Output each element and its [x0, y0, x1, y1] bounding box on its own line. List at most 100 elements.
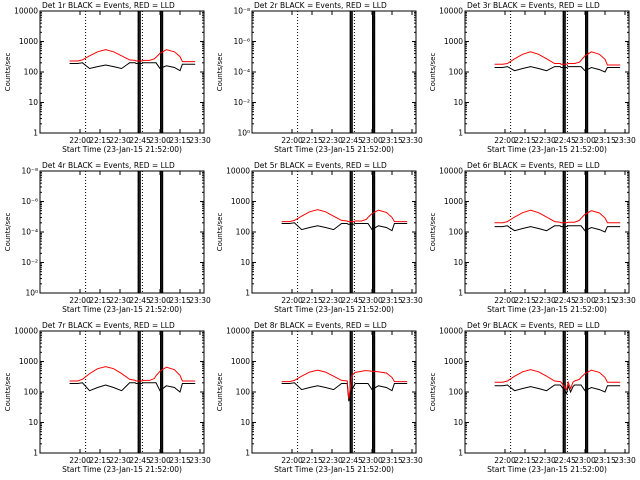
- y-tick-label: 10⁻⁸: [21, 167, 38, 176]
- y-tick-label: 100: [236, 388, 251, 397]
- panel-title: Det 3r BLACK = Events, RED = LLD: [467, 1, 600, 10]
- x-tick-label: 22:45: [554, 296, 576, 305]
- y-axis-label: Counts/sec: [429, 373, 437, 412]
- plot-frame: [39, 10, 205, 134]
- x-tick-label: 22:00: [69, 296, 91, 305]
- panel-title: Det 2r BLACK = Events, RED = LLD: [254, 1, 387, 10]
- y-axis-label: Counts/sec: [4, 213, 12, 252]
- y-tick-label: 1000: [444, 197, 463, 206]
- lld-series-line: [281, 209, 408, 223]
- x-tick-label: 22:15: [89, 296, 111, 305]
- x-tick-label: 23:30: [614, 136, 636, 145]
- y-tick-label: 1: [458, 289, 463, 298]
- x-tick-label: 23:15: [594, 296, 616, 305]
- y-tick-label: 1: [245, 449, 250, 458]
- x-tick-label: 23:30: [401, 296, 423, 305]
- detector-panel: Det 3r BLACK = Events, RED = LLD Counts/s…: [429, 1, 636, 154]
- y-tick-label: 100: [449, 68, 464, 77]
- y-tick-label: 100: [236, 228, 251, 237]
- y-axis-label: Counts/sec: [216, 213, 224, 252]
- x-tick-label: 22:30: [321, 136, 343, 145]
- y-tick-label: 100: [449, 228, 464, 237]
- y-tick-label: 100: [24, 388, 39, 397]
- x-tick-label: 22:30: [534, 456, 556, 465]
- x-tick-label: 22:15: [514, 136, 536, 145]
- x-tick-label: 23:00: [361, 296, 383, 305]
- y-tick-label: 10⁻⁶: [21, 197, 38, 206]
- plot-frame: [251, 170, 417, 294]
- y-tick-label: 1: [458, 449, 463, 458]
- y-tick-label: 1000: [231, 197, 250, 206]
- y-tick-label: 10000: [439, 7, 463, 16]
- x-axis-label: Start Time (23-Jan-15 21:52:00): [62, 145, 182, 154]
- x-tick-label: 22:15: [89, 456, 111, 465]
- x-tick-label: 22:45: [554, 456, 576, 465]
- y-tick-label: 100: [449, 388, 464, 397]
- x-tick-label: 23:15: [594, 456, 616, 465]
- x-tick-label: 23:30: [401, 136, 423, 145]
- x-tick-label: 23:15: [169, 296, 191, 305]
- y-tick-label: 10: [28, 418, 38, 427]
- x-tick-label: 22:15: [514, 296, 536, 305]
- x-tick-label: 22:30: [534, 296, 556, 305]
- x-tick-label: 23:30: [189, 296, 211, 305]
- detector-panel: Det 7r BLACK = Events, RED = LLD Counts/s…: [4, 321, 211, 474]
- y-tick-label: 1000: [444, 37, 463, 46]
- x-tick-label: 22:30: [321, 456, 343, 465]
- y-tick-label: 10: [240, 418, 250, 427]
- x-tick-label: 22:45: [129, 136, 151, 145]
- x-tick-label: 22:00: [494, 296, 516, 305]
- y-tick-label: 10⁻²: [21, 258, 38, 267]
- x-tick-label: 23:30: [614, 456, 636, 465]
- events-series-line: [494, 384, 621, 395]
- y-tick-label: 1000: [444, 357, 463, 366]
- plot-frame: [39, 170, 205, 294]
- x-tick-label: 23:00: [574, 456, 596, 465]
- y-tick-label: 1: [245, 289, 250, 298]
- y-tick-label: 1: [458, 129, 463, 138]
- x-tick-label: 22:15: [514, 456, 536, 465]
- y-tick-label: 10000: [439, 327, 463, 336]
- lld-series-line: [69, 366, 196, 382]
- x-tick-label: 23:00: [574, 296, 596, 305]
- x-tick-label: 22:45: [341, 136, 363, 145]
- x-tick-label: 23:15: [381, 456, 403, 465]
- panel-title: Det 4r BLACK = Events, RED = LLD: [42, 161, 175, 170]
- events-series-line: [281, 222, 408, 232]
- y-tick-label: 10⁻²: [233, 98, 250, 107]
- x-tick-label: 22:45: [341, 456, 363, 465]
- x-tick-label: 23:00: [149, 456, 171, 465]
- x-axis-label: Start Time (23-Jan-15 21:52:00): [274, 305, 394, 314]
- x-tick-label: 23:00: [149, 296, 171, 305]
- y-tick-label: 1000: [19, 37, 38, 46]
- x-axis-label: Start Time (23-Jan-15 21:52:00): [487, 465, 607, 474]
- x-tick-label: 22:15: [301, 456, 323, 465]
- x-tick-label: 22:30: [534, 136, 556, 145]
- x-tick-label: 23:15: [594, 136, 616, 145]
- y-axis-label: Counts/sec: [216, 373, 224, 412]
- y-tick-label: 1: [33, 129, 38, 138]
- x-tick-label: 23:15: [169, 136, 191, 145]
- events-series-line: [69, 62, 196, 72]
- y-tick-label: 10⁻⁴: [233, 68, 250, 77]
- y-axis-label: Counts/sec: [216, 53, 224, 92]
- y-tick-label: 10: [28, 98, 38, 107]
- x-axis-label: Start Time (23-Jan-15 21:52:00): [62, 305, 182, 314]
- y-tick-label: 10⁰: [237, 129, 250, 138]
- y-tick-label: 10000: [439, 167, 463, 176]
- lld-series-line: [281, 369, 408, 399]
- x-tick-label: 23:30: [189, 456, 211, 465]
- y-tick-label: 10000: [14, 327, 38, 336]
- x-tick-label: 23:30: [614, 296, 636, 305]
- x-tick-label: 22:00: [281, 136, 303, 145]
- x-tick-label: 22:15: [301, 296, 323, 305]
- x-tick-label: 23:00: [361, 456, 383, 465]
- lld-series-line: [494, 209, 621, 224]
- detector-panel: Det 6r BLACK = Events, RED = LLD Counts/s…: [429, 161, 636, 314]
- x-tick-label: 23:15: [381, 296, 403, 305]
- detector-panel: Det 1r BLACK = Events, RED = LLD Counts/s…: [4, 1, 211, 154]
- x-axis-label: Start Time (23-Jan-15 21:52:00): [62, 465, 182, 474]
- y-tick-label: 10: [453, 418, 463, 427]
- y-axis-label: Counts/sec: [429, 213, 437, 252]
